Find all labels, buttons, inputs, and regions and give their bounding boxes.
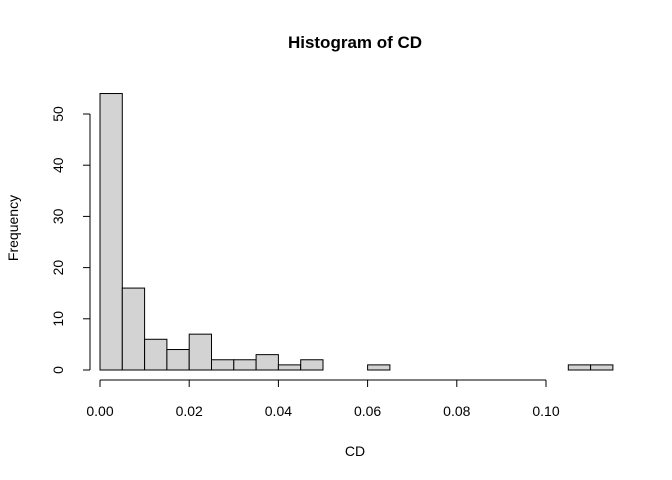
x-axis-label: CD xyxy=(345,443,365,459)
histogram-bar xyxy=(188,333,212,371)
x-axis: 0.00 0.02 0.04 0.06 0.08 0.10 xyxy=(86,379,560,419)
y-axis: 0 10 20 30 40 50 xyxy=(50,106,91,374)
x-tick-label: 0.10 xyxy=(532,403,559,419)
histogram-bar xyxy=(144,338,168,371)
x-tick-label: 0.06 xyxy=(354,403,381,419)
x-tick-label: 0.02 xyxy=(176,403,203,419)
x-tick-label: 0.08 xyxy=(443,403,470,419)
histogram-bar xyxy=(277,364,302,371)
histogram-bar xyxy=(233,359,257,371)
histogram-bar xyxy=(121,287,146,371)
histogram-bar xyxy=(255,354,279,371)
bars-group xyxy=(99,93,614,371)
y-tick-label: 30 xyxy=(50,208,66,224)
y-tick-label: 50 xyxy=(50,106,66,122)
x-tick-label: 0.04 xyxy=(265,403,292,419)
y-tick-label: 0 xyxy=(50,366,66,374)
histogram-bar xyxy=(99,93,123,371)
y-tick-label: 40 xyxy=(50,157,66,173)
histogram-bar xyxy=(300,359,324,371)
histogram-bar xyxy=(567,364,592,371)
x-tick-label: 0.00 xyxy=(86,403,113,419)
histogram-bar xyxy=(211,359,235,371)
chart-title: Histogram of CD xyxy=(288,33,422,52)
histogram-bar xyxy=(166,349,190,371)
y-tick-label: 10 xyxy=(50,311,66,327)
histogram-bar xyxy=(367,364,391,371)
histogram-bar xyxy=(590,364,614,371)
y-axis-label: Frequency xyxy=(5,195,21,261)
y-tick-label: 20 xyxy=(50,260,66,276)
